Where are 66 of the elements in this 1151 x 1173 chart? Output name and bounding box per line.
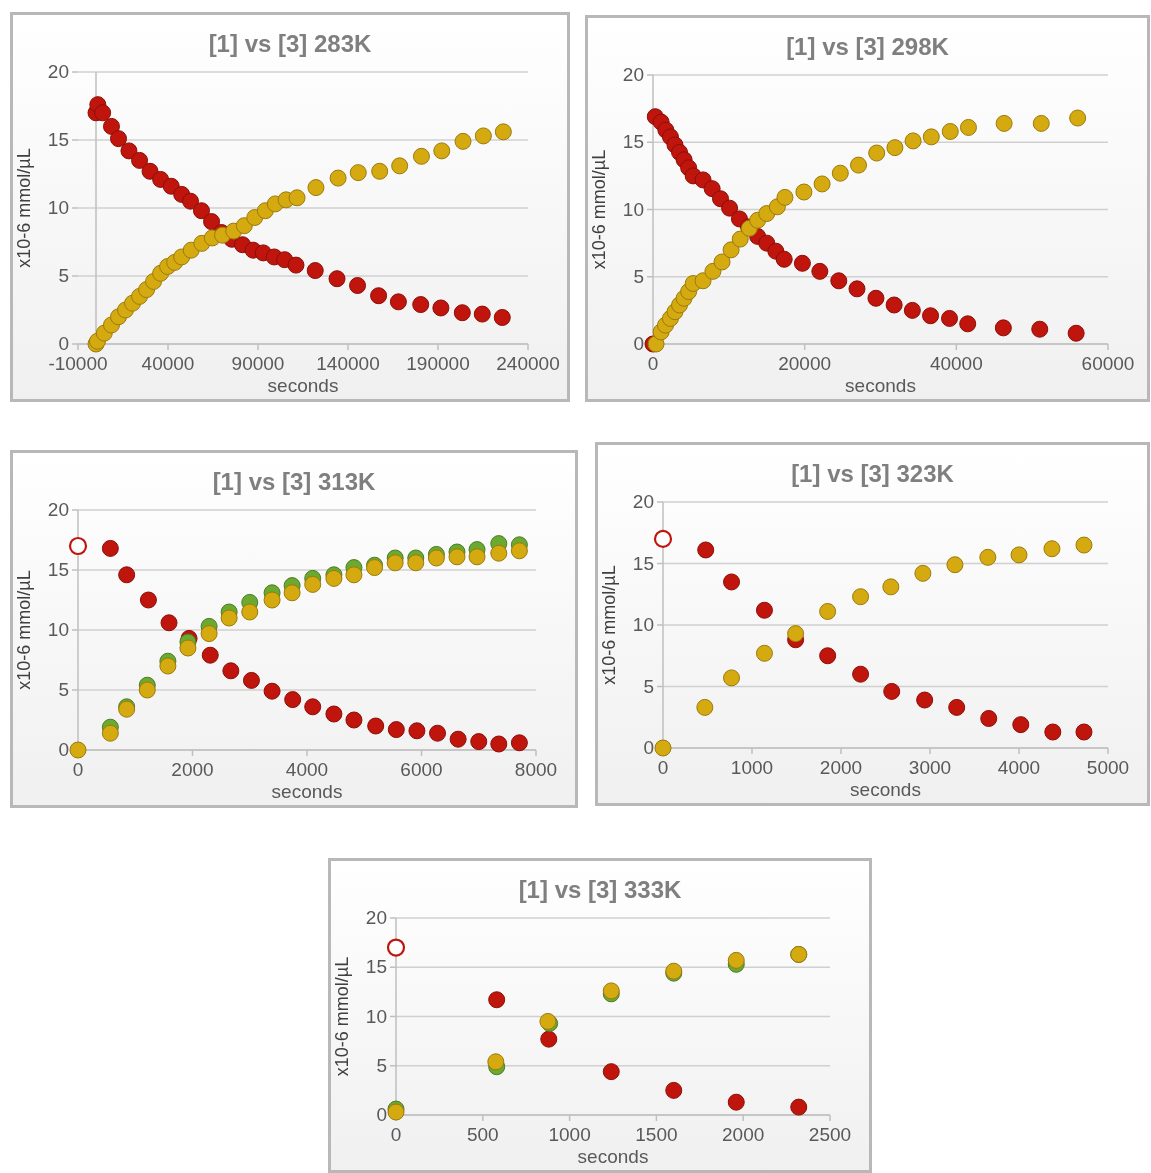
chart-title: [1] vs [3] 283K: [208, 30, 373, 57]
chart-title: [1] vs [3] 313K: [212, 468, 377, 495]
chart-title: [1] vs [3] 323K: [791, 460, 955, 487]
y-tick-label: 5: [58, 265, 69, 286]
x-tick-label: 8000: [514, 759, 558, 780]
x-tick-label: 1000: [548, 1124, 591, 1145]
chart-title: [1] vs [3] 298K: [786, 33, 950, 60]
x-tick-label: 0: [72, 759, 84, 780]
y-tick-label: 15: [622, 131, 644, 153]
y-tick-label: 10: [47, 619, 69, 640]
x-tick-label: -10000: [48, 353, 108, 374]
x-tick-label: 40000: [929, 353, 983, 374]
x-tick-label: 4000: [285, 759, 329, 780]
x-tick-label: 90000: [231, 353, 285, 374]
x-axis-title: seconds: [577, 1146, 649, 1167]
x-tick-label: 500: [466, 1124, 499, 1145]
x-tick-label: 40000: [141, 353, 195, 374]
y-tick-label: 20: [47, 499, 69, 520]
y-axis-title: x10-6 mmol/µL: [332, 956, 352, 1077]
y-axis-title: x10-6 mmol/µL: [589, 149, 609, 270]
x-axis-title: seconds: [271, 781, 343, 802]
x-tick-label: 4000: [997, 757, 1041, 778]
y-tick-label: 5: [58, 679, 69, 700]
y-axis-title: x10-6 mmol/µL: [14, 148, 34, 268]
y-axis-title: x10-6 mmol/µL: [599, 565, 619, 685]
y-tick-label: 15: [47, 129, 69, 150]
y-tick-label: 20: [632, 491, 654, 512]
x-tick-label: 240000: [496, 353, 560, 374]
x-tick-label: 2000: [171, 759, 214, 780]
x-tick-label: 190000: [406, 353, 470, 374]
x-tick-label: 60000: [1081, 353, 1135, 374]
x-tick-label: 1500: [635, 1124, 678, 1145]
y-tick-label: 5: [643, 675, 654, 697]
y-tick-label: 20: [47, 61, 69, 82]
x-axis-title: seconds: [850, 779, 921, 800]
x-tick-label: 2000: [819, 757, 863, 778]
x-tick-label: 3000: [908, 757, 952, 778]
y-tick-label: 5: [633, 265, 644, 287]
x-tick-label: 2500: [808, 1124, 852, 1145]
x-tick-label: 0: [390, 1124, 402, 1145]
y-tick-label: 0: [633, 333, 644, 354]
y-tick-label: 10: [365, 1005, 387, 1027]
y-tick-label: 10: [632, 614, 654, 635]
y-tick-label: 10: [47, 197, 69, 218]
x-tick-label: 0: [657, 757, 669, 778]
x-tick-label: 20000: [778, 353, 832, 374]
x-tick-label: 140000: [316, 353, 380, 374]
y-tick-label: 15: [365, 956, 387, 978]
y-tick-label: 20: [365, 907, 387, 928]
x-axis-title: seconds: [845, 375, 916, 396]
y-tick-label: 5: [376, 1054, 387, 1076]
x-axis-title: seconds: [267, 375, 339, 396]
y-tick-label: 15: [47, 559, 69, 580]
x-tick-label: 5000: [1086, 757, 1130, 778]
y-axis-title: x10-6 mmol/µL: [14, 570, 34, 690]
x-tick-label: 2000: [722, 1124, 765, 1145]
y-tick-label: 20: [622, 64, 644, 85]
chart-title: [1] vs [3] 333K: [518, 876, 683, 903]
y-tick-label: 10: [622, 198, 644, 220]
y-tick-label: 0: [58, 739, 69, 760]
x-tick-label: 6000: [400, 759, 443, 780]
y-tick-label: 15: [632, 552, 654, 574]
x-tick-label: 1000: [730, 757, 774, 778]
y-tick-label: 0: [58, 333, 69, 354]
y-tick-label: 0: [376, 1104, 387, 1125]
y-tick-label: 0: [643, 737, 654, 758]
